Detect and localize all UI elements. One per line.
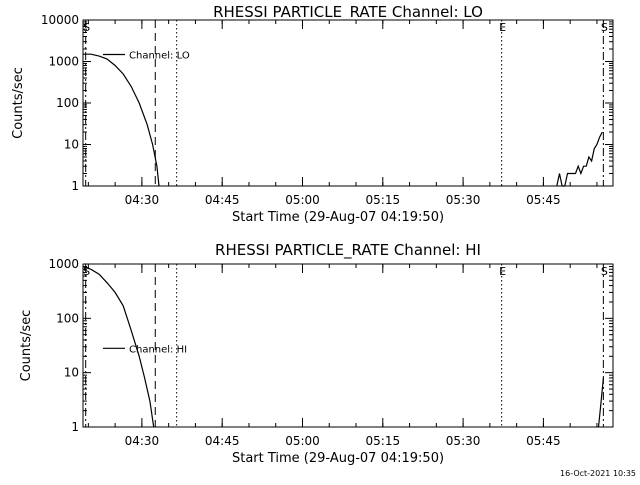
chart-title: RHESSI PARTICLE_RATE Channel: HI bbox=[215, 241, 481, 260]
panel-lo: RHESSI PARTICLE_RATE Channel: LO 1 10 100 10… bbox=[11, 3, 614, 225]
legend-label: Channel: LO bbox=[129, 51, 190, 62]
x-tick-label: 05:15 bbox=[366, 434, 401, 448]
y-tick-label: 100 bbox=[56, 311, 79, 325]
x-axis-label: Start Time (29-Aug-07 04:19:50) bbox=[232, 210, 444, 225]
x-tick-label: 04:30 bbox=[125, 193, 160, 207]
time-marker-label: S bbox=[83, 21, 90, 34]
x-tick-label: 05:30 bbox=[446, 193, 481, 207]
x-tick-label: 05:15 bbox=[366, 193, 401, 207]
series-line bbox=[82, 265, 155, 428]
x-tick-label: 05:30 bbox=[446, 434, 481, 448]
x-tick-label: 04:30 bbox=[125, 434, 160, 448]
time-marker-label: E bbox=[499, 265, 506, 278]
x-tick-label: 04:45 bbox=[205, 434, 240, 448]
series-line bbox=[556, 131, 603, 187]
series-line bbox=[83, 53, 160, 187]
panel-hi: RHESSI PARTICLE_RATE Channel: HI 1 10 100 10… bbox=[19, 241, 614, 466]
legend-label: Channel: HI bbox=[129, 344, 187, 355]
series-line bbox=[597, 377, 604, 428]
x-tick-label: 05:00 bbox=[285, 193, 320, 207]
y-tick-label: 1 bbox=[71, 179, 79, 193]
y-axis-label: Counts/sec bbox=[11, 67, 26, 139]
chart-title: RHESSI PARTICLE_RATE Channel: LO bbox=[213, 3, 483, 22]
y-tick-label: 1 bbox=[71, 420, 79, 434]
footer-timestamp: 16-Oct-2021 10:35 bbox=[560, 469, 636, 478]
x-axis-label: Start Time (29-Aug-07 04:19:50) bbox=[232, 451, 444, 466]
x-tick-label: 05:00 bbox=[285, 434, 320, 448]
x-tick-label: 05:45 bbox=[526, 434, 561, 448]
time-marker-label: E bbox=[499, 21, 506, 34]
time-marker-label: S bbox=[601, 21, 608, 34]
x-tick-label: 04:45 bbox=[205, 193, 240, 207]
time-marker-label: S bbox=[601, 265, 608, 278]
time-marker-label: S bbox=[83, 265, 90, 278]
x-tick-label: 05:45 bbox=[526, 193, 561, 207]
y-tick-label: 10000 bbox=[41, 13, 79, 27]
y-tick-label: 1000 bbox=[48, 257, 79, 271]
plot-frame bbox=[82, 263, 614, 428]
y-tick-label: 10 bbox=[64, 366, 79, 380]
plot-frame bbox=[82, 19, 614, 187]
y-tick-label: 100 bbox=[56, 96, 79, 110]
y-axis-label: Counts/sec bbox=[19, 310, 34, 382]
y-tick-label: 1000 bbox=[48, 55, 79, 69]
y-tick-label: 10 bbox=[64, 138, 79, 152]
